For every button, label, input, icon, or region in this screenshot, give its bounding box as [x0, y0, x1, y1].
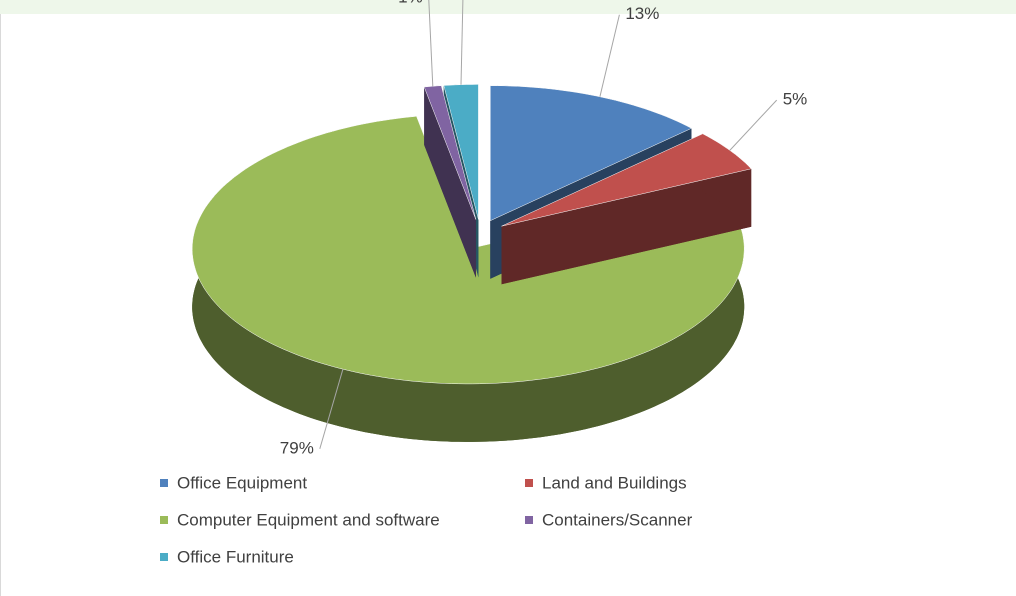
legend-swatch	[160, 479, 168, 487]
data-label: 79%	[280, 438, 314, 457]
slice-wall	[501, 168, 752, 285]
data-label: 5%	[783, 90, 808, 109]
background-strip	[0, 0, 1016, 14]
data-label: 2%	[432, 0, 457, 4]
data-label: 1%	[398, 0, 423, 6]
legend-label: Office Equipment	[177, 473, 307, 492]
leader-line	[319, 369, 344, 449]
legend-swatch	[525, 516, 533, 524]
legend-label: Computer Equipment and software	[177, 510, 440, 529]
legend-label: Containers/Scanner	[542, 510, 693, 529]
legend-swatch	[525, 479, 533, 487]
leader-line	[599, 14, 620, 97]
legend-label: Land and Buildings	[542, 473, 687, 492]
legend-label: Office Furniture	[177, 547, 294, 566]
legend-swatch	[160, 516, 168, 524]
leader-line	[729, 99, 778, 151]
legend-swatch	[160, 553, 168, 561]
data-label: 13%	[625, 4, 659, 23]
leader-line	[460, 0, 464, 85]
leader-line	[428, 0, 434, 87]
